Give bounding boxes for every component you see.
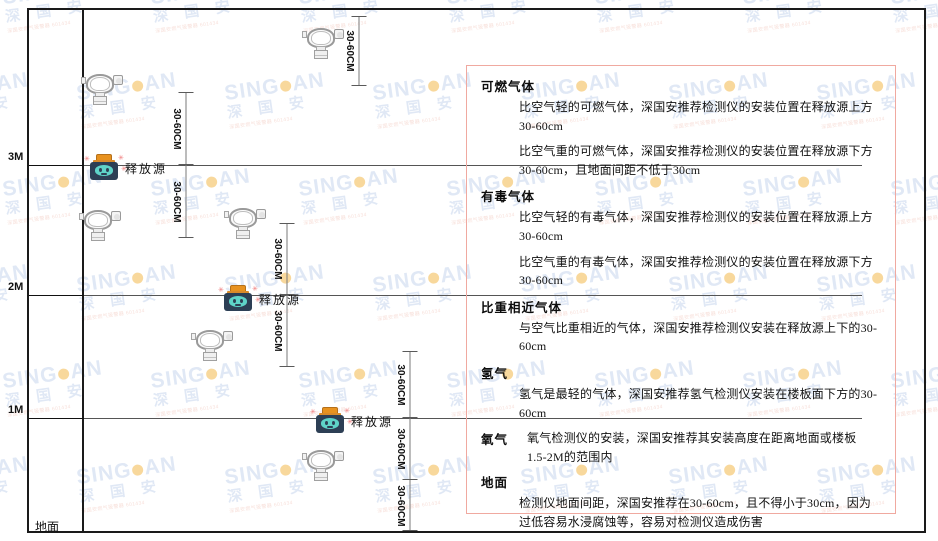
gas-detector-icon [300,448,344,482]
guideline-section: 有毒气体比空气轻的有毒气体，深国安推荐检测仪的安装位置在释放源上方30-60cm… [467,186,895,289]
release-source-icon: ✳ ✳ ✳ [218,285,261,311]
guideline-section-title: 氧气 [481,433,509,448]
panel-content: 可燃气体比空气轻的可燃气体，深国安推荐检测仪的安装位置在释放源上方30-60cm… [467,66,895,532]
guideline-section: 可燃气体比空气轻的可燃气体，深国安推荐检测仪的安装位置在释放源上方30-60cm… [467,76,895,179]
guideline-section: 比重相近气体与空气比重相近的气体，深国安推荐检测仪安装在释放源上下的30-60c… [467,297,895,356]
vertical-axis [82,8,84,533]
gas-installation-guidelines-panel: 可燃气体比空气轻的可燃气体，深国安推荐检测仪的安装位置在释放源上方30-60cm… [466,65,896,529]
gas-detector-icon [189,328,233,362]
guideline-section: 地面 检测仪地面间距，深国安推荐在30-60cm，且不得小于30cm，因为过低容易… [467,472,895,531]
guideline-paragraph: 氢气是最轻的气体，深国安推荐氢气检测仪安装在楼板面下方的30-60cm [519,386,878,420]
guideline-section-title: 地面 [481,476,509,491]
dimension-30-60cm: 30-60CM [395,351,419,418]
guideline-paragraph: 比空气重的可燃气体，深国安推荐检测仪的安装位置在释放源下方30-60cm，且地面… [519,144,873,177]
gas-detector-icon [79,72,123,106]
level-label-1m: 1M [8,404,24,416]
level-line-3m [82,165,862,166]
release-source-icon: ✳ ✳ ✳ [310,407,353,433]
ground-label: 地面 [35,520,60,534]
guideline-paragraph: 与空气比重相近的气体，深国安推荐检测仪安装在释放源上下的30-60cm [519,320,878,354]
guideline-paragraph: 比空气重的有毒气体，深国安推荐检测仪的安装位置在释放源下方30-60cm [519,254,873,288]
gas-detector-icon [77,208,121,242]
guideline-section-title: 比重相近气体 [481,300,563,315]
level-label-3m: 3M [8,151,24,163]
release-source-label: 释放源 [259,293,302,307]
guideline-section: 氧气 氧气检测仪的安装，深国安推荐其安装高度在距离地面或楼板1.5-2M的范围内 [481,429,895,466]
release-source-label: 释放源 [351,415,394,429]
guideline-paragraph: 比空气轻的有毒气体，深国安推荐检测仪的安装位置在释放源上方30-60cm [519,210,873,243]
dimension-30-60cm: 30-60CM [171,92,195,165]
diagram-outer-frame [27,8,926,533]
release-source-label: 释放源 [125,162,168,176]
dimension-30-60cm: 30-60CM [272,295,296,367]
level-tick-1m [29,418,84,419]
level-tick-2m [29,295,84,296]
guideline-section-title: 可燃气体 [481,80,536,94]
guideline-section-title: 氢气 [481,366,509,381]
guideline-paragraph: 氧气检测仪的安装，深国安推荐其安装高度在距离地面或楼板1.5-2M的范围内 [527,431,857,464]
level-line-1m [82,418,862,419]
guideline-paragraph: 检测仪地面间距，深国安推荐在30-60cm，且不得小于30cm，因为过低容易水浸… [519,496,872,529]
gas-detector-icon [300,26,344,60]
installation-height-diagram: ✳ ✳ ✳ 释放源 ✳ ✳ ✳ 释放源 ✳ ✳ ✳ 释放源 30-60CM 30-60… [27,8,926,534]
dimension-30-60cm: 30-60CM [395,480,419,531]
release-source-icon: ✳ ✳ ✳ [84,154,127,180]
guideline-paragraph: 比空气轻的可燃气体，深国安推荐检测仪的安装位置在释放源上方30-60cm [519,100,873,133]
level-label-2m: 2M [8,281,24,293]
guideline-section: 氢气 氢气是最轻的气体，深国安推荐氢气检测仪安装在楼板面下方的30-60cm [467,363,895,422]
level-line-2m [82,295,862,296]
dimension-30-60cm: 30-60CM [272,223,296,295]
dimension-30-60cm: 30-60CM [395,418,419,480]
gas-detector-icon [222,206,266,240]
level-tick-3m [29,165,84,166]
dimension-30-60cm: 30-60CM [171,165,195,238]
dimension-30-60cm: 30-60CM [344,16,368,86]
guideline-section-title: 有毒气体 [481,190,536,205]
